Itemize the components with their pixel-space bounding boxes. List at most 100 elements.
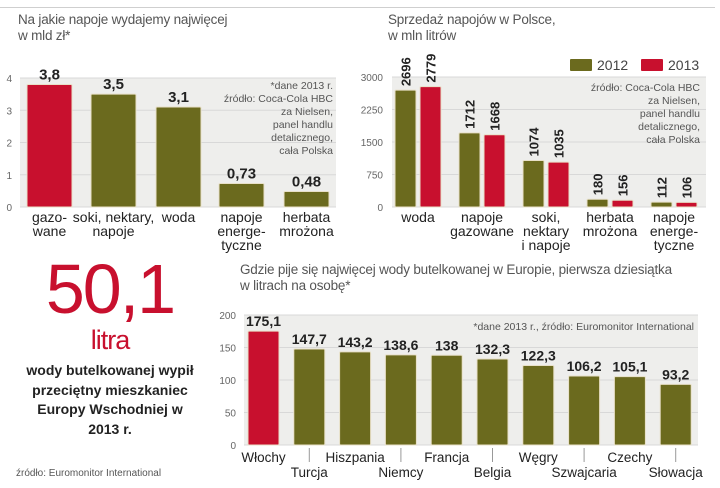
chart3-ytick-label: 50 xyxy=(225,409,237,420)
chart1-bar xyxy=(90,93,137,208)
chart2-value-label: 156 xyxy=(616,175,631,197)
chart2-bar-2012 xyxy=(458,132,481,208)
chart3-bar xyxy=(476,358,509,446)
chart2-bar-2013 xyxy=(547,161,570,208)
chart3-value-label: 132,3 xyxy=(475,341,510,357)
chart3-ytick-label: 200 xyxy=(219,311,236,322)
chart2-ytick-label: 2250 xyxy=(361,106,384,117)
chart2-bar-2012 xyxy=(394,89,417,208)
chart1-title-line: Na jakie napoje wydajemy najwięcej xyxy=(18,12,228,27)
callout-text: wody butelkowanej wypił przeciętny miesz… xyxy=(26,362,194,437)
chart2-legend-label-2012: 2012 xyxy=(597,57,628,73)
chart3-category-label: Francja xyxy=(424,450,470,465)
chart3-category-label: Niemcy xyxy=(378,465,423,480)
chart1-bar xyxy=(218,182,265,208)
chart1-subtitle: w mld zł* xyxy=(18,28,71,43)
chart3-bar xyxy=(247,330,280,446)
chart1-value-label: 3,8 xyxy=(39,66,60,83)
chart3-source-note: *dane 2013 r., źródło: Euromonitor Inter… xyxy=(473,321,694,333)
chart1-category-label: woda xyxy=(161,209,196,225)
chart3-value-label: 143,2 xyxy=(338,334,373,350)
chart1-value-label: 3,5 xyxy=(103,76,124,93)
chart2-bar-2013 xyxy=(611,199,634,208)
chart2-bar-2012 xyxy=(586,198,609,208)
chart1-value-label: 0,73 xyxy=(227,165,256,182)
chart2-value-label: 180 xyxy=(591,173,606,195)
chart1-ytick-label: 4 xyxy=(6,74,12,85)
chart1-ytick-label: 3 xyxy=(6,106,12,117)
chart2-ytick-label: 3000 xyxy=(361,73,384,84)
chart1-value-label: 0,48 xyxy=(292,174,321,191)
chart3-bar xyxy=(568,375,601,446)
chart2-value-label: 2696 xyxy=(399,57,414,86)
chart3-value-label: 147,7 xyxy=(292,331,327,347)
chart3-value-label: 105,1 xyxy=(612,359,647,375)
chart3-bar xyxy=(522,365,555,446)
chart3-category-label: Węgry xyxy=(519,450,558,465)
chart1-category-label: napoje energe-tyczne xyxy=(217,209,266,253)
chart2-bar-2013 xyxy=(483,134,506,208)
chart3-value-label: 122,3 xyxy=(521,348,556,364)
chart2-bar-2012 xyxy=(650,201,673,208)
chart3-category-label: Szwajcaria xyxy=(551,465,617,480)
chart3-bar xyxy=(613,376,646,446)
chart3-bar xyxy=(430,354,463,446)
chart3-value-label: 138 xyxy=(435,337,459,353)
chart3-category-label: Słowacja xyxy=(649,465,704,480)
chart3-category-label: Turcja xyxy=(291,465,328,480)
chart1-ytick-label: 0 xyxy=(6,203,12,214)
chart2-bar-2013 xyxy=(419,86,442,208)
chart3-value-label: 175,1 xyxy=(246,313,281,329)
chart3-ytick-label: 100 xyxy=(219,376,236,387)
chart2-ytick-label: 0 xyxy=(377,203,383,214)
chart3-title-line: Gdzie pije się najwięcej wody butelkowan… xyxy=(240,262,672,277)
chart1-ytick-label: 1 xyxy=(6,171,12,182)
chart3-category-label: Hiszpania xyxy=(325,450,385,465)
callout-source: źródło: Euromonitor International xyxy=(16,468,162,479)
chart3-value-label: 106,2 xyxy=(567,358,602,374)
chart3-category-label: Belgia xyxy=(474,465,512,480)
chart1-bar xyxy=(26,83,73,208)
chart1-title: Na jakie napoje wydajemy najwięcej w mld… xyxy=(18,12,228,44)
chart3-category-label: Włochy xyxy=(241,450,286,465)
chart2-category-label: herbata mrożona xyxy=(583,209,638,239)
chart2-value-label: 106 xyxy=(680,177,695,199)
chart1-category-label: soki, nektary, napoje xyxy=(73,209,154,239)
chart2-title: Sprzedaż napojów w Polsce, w mln litrów xyxy=(388,12,556,44)
chart3-subtitle: w litrach na osobę* xyxy=(240,278,351,293)
chart2-value-label: 1668 xyxy=(488,102,503,131)
chart2-value-label: 1074 xyxy=(527,127,542,157)
chart3-bar xyxy=(384,354,417,446)
chart3-bar xyxy=(339,351,372,446)
chart1-category-label: gazo-wane xyxy=(32,209,68,239)
chart2-subtitle: w mln litrów xyxy=(388,28,457,43)
chart2-title-line: Sprzedaż napojów w Polsce, xyxy=(388,12,556,27)
chart2-category-label: woda xyxy=(400,209,435,225)
chart2-bar-2012 xyxy=(522,159,545,208)
chart2-ytick-label: 750 xyxy=(366,171,383,182)
chart2-category-label: napoje energe-tyczne xyxy=(650,209,699,253)
chart2-source-note: źródło: Coca-Cola HBC za Nielsen, panel ha… xyxy=(591,82,701,146)
chart2-ytick-label: 1500 xyxy=(361,138,384,149)
chart3-ytick-label: 150 xyxy=(219,344,236,355)
chart2-value-label: 1035 xyxy=(552,129,567,158)
chart3-bar xyxy=(293,348,326,446)
chart3-ytick-label: 0 xyxy=(230,441,236,452)
chart1-ytick-label: 2 xyxy=(6,139,12,150)
chart3-bar xyxy=(659,383,692,446)
chart3-category-label: Czechy xyxy=(607,450,652,465)
chart2-bar-2013 xyxy=(675,201,698,208)
callout-unit: litra xyxy=(90,325,131,355)
chart1-source-note: *dane 2013 r. źródło: Coca-Cola HBC za Nie… xyxy=(224,80,334,157)
chart3-value-label: 138,6 xyxy=(383,337,418,353)
chart2-category-label: soki, nektary i napoje xyxy=(521,209,570,253)
chart2-legend-label-2013: 2013 xyxy=(668,57,699,73)
chart2-legend-swatch-2012 xyxy=(570,59,592,71)
top-divider xyxy=(0,7,715,8)
chart2-category-label: napoje gazowane xyxy=(450,209,514,239)
chart1-bar xyxy=(283,191,330,208)
chart2-value-label: 112 xyxy=(655,177,670,198)
chart2-value-label: 2779 xyxy=(424,54,439,83)
chart1-value-label: 3,1 xyxy=(168,89,189,106)
